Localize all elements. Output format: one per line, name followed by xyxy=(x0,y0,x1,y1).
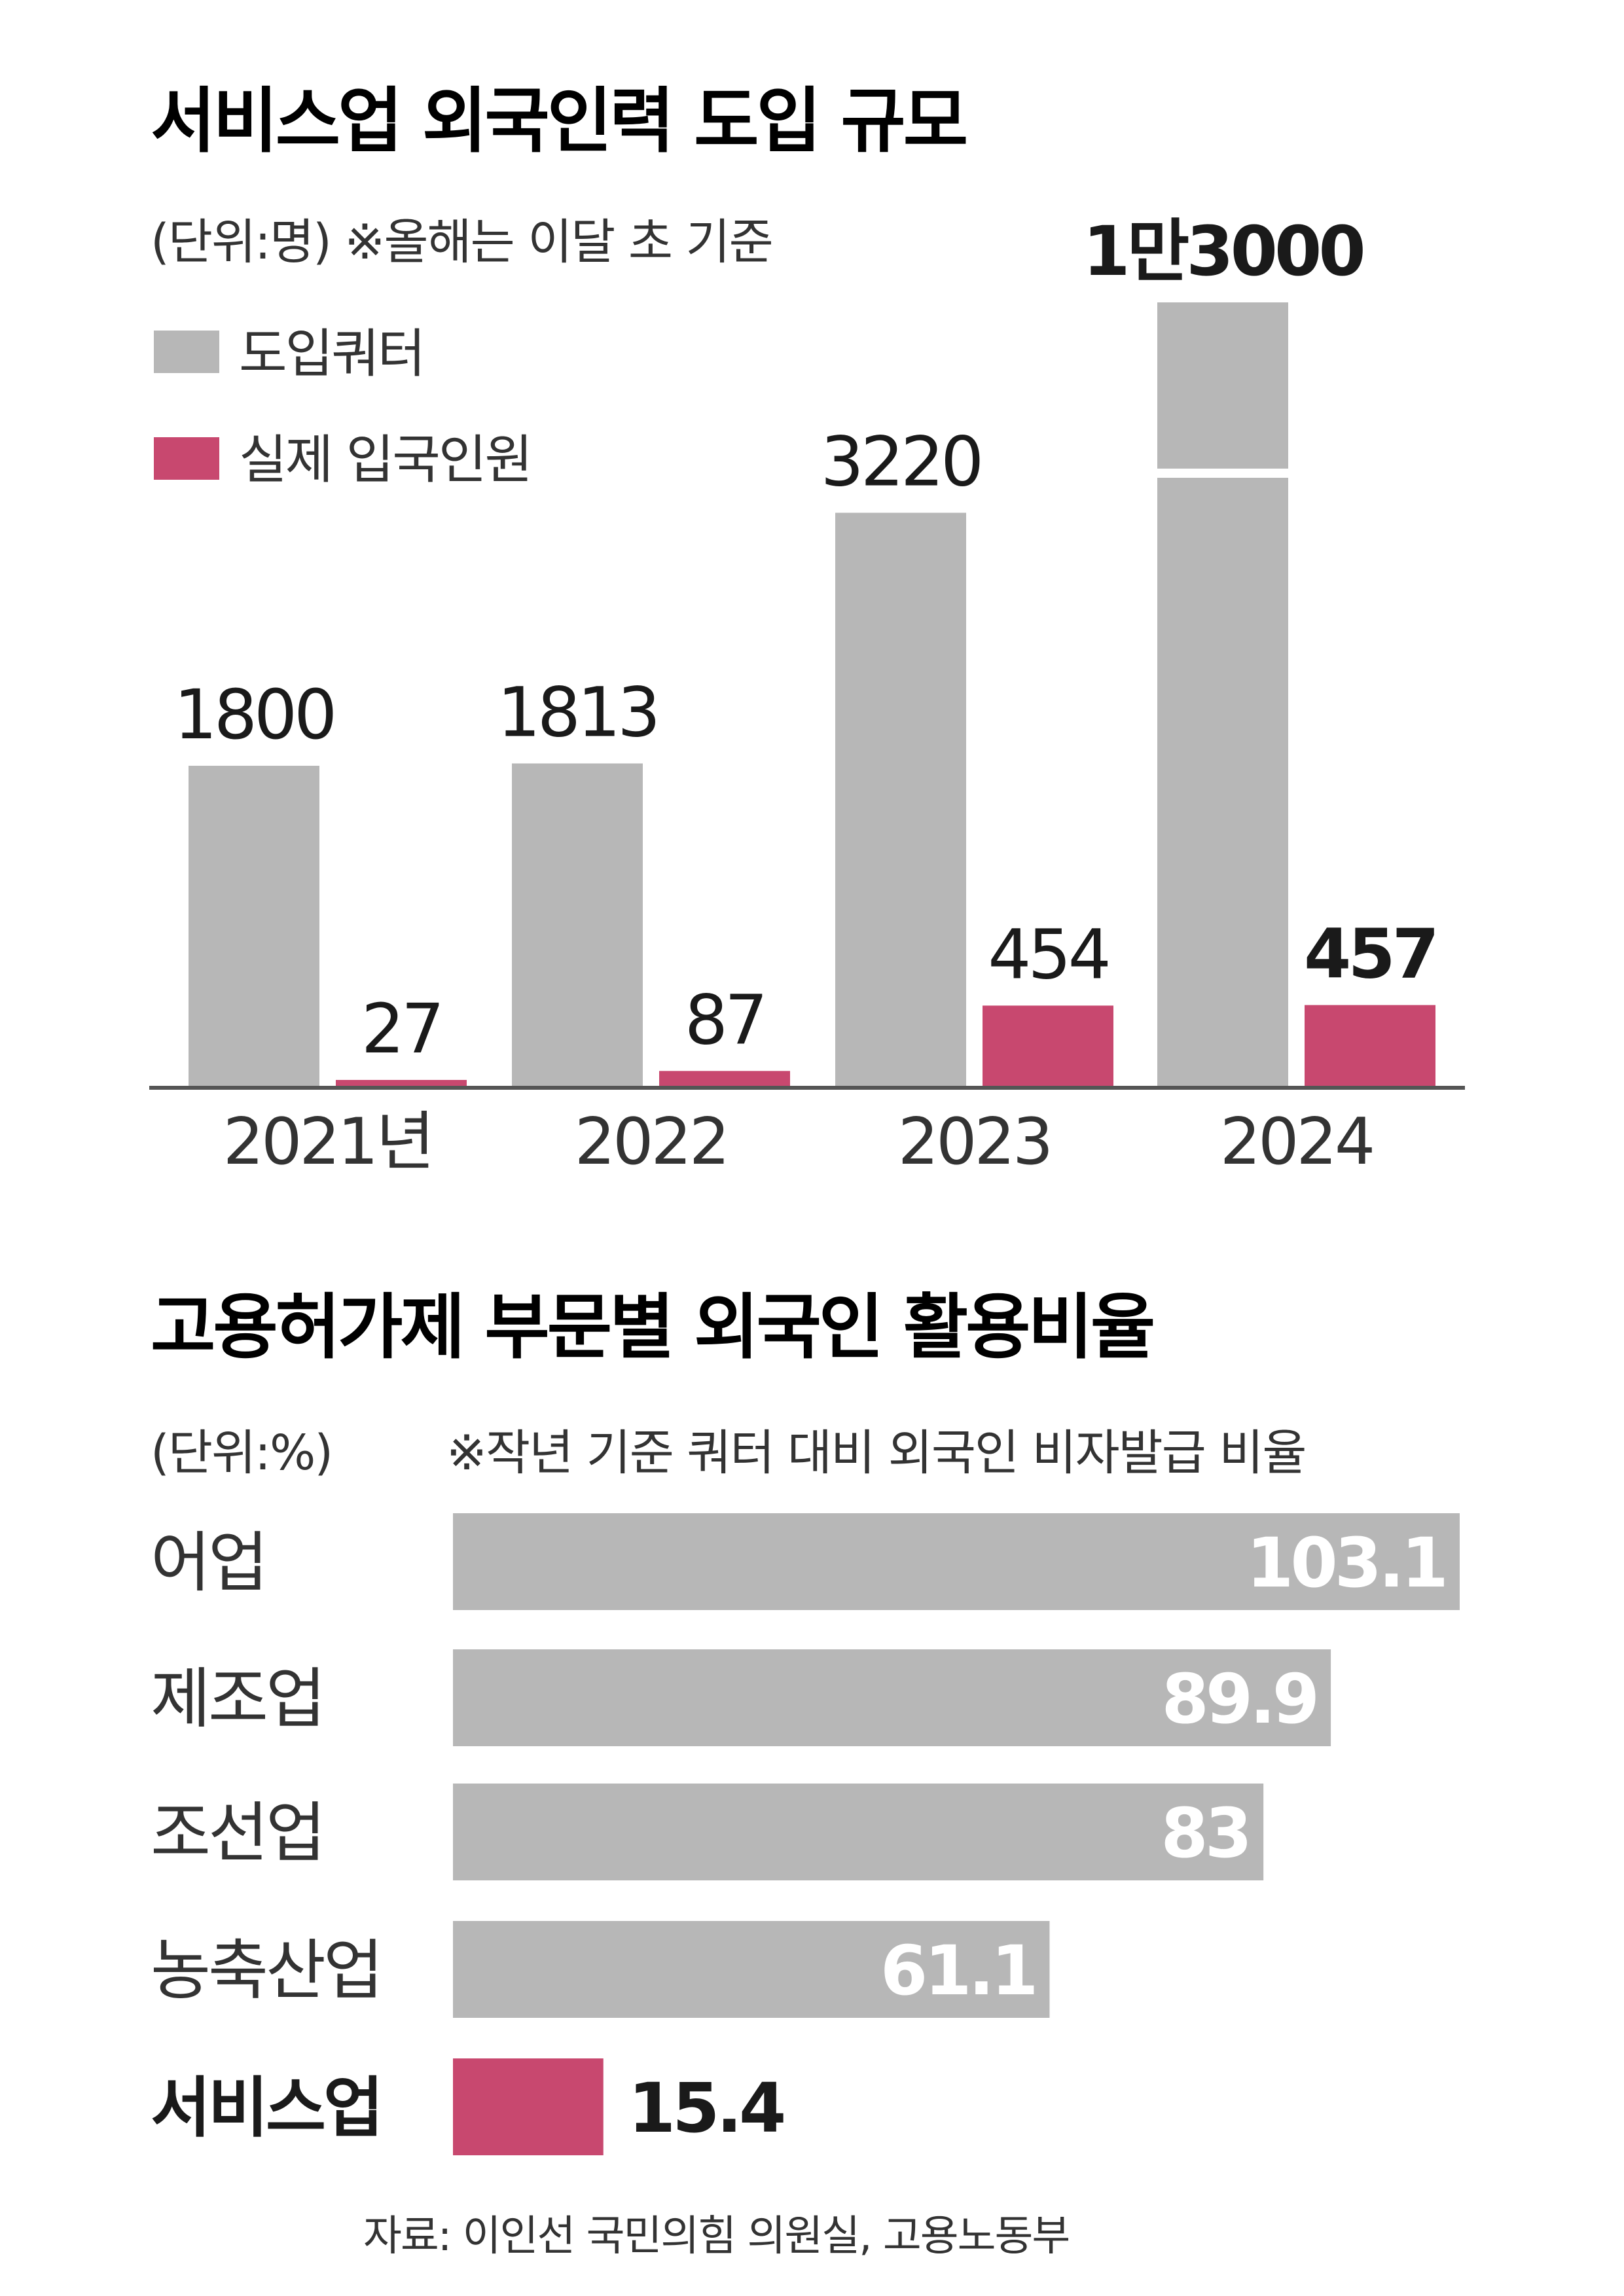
label-quota-2021: 1800 xyxy=(174,675,334,755)
x-tick-2024: 2024 xyxy=(1220,1105,1373,1179)
value-label-1: 89.9 xyxy=(1161,1659,1316,1739)
label-actual-2021: 27 xyxy=(361,989,441,1069)
bottom-chart-title: 고용허가제 부문별 외국인 활용비율 xyxy=(151,1287,1153,1369)
axis-break-mark-2024 xyxy=(1155,469,1291,478)
label-actual-2022: 87 xyxy=(685,980,765,1060)
category-label-2: 조선업 xyxy=(151,1795,323,1871)
bar-actual-2021 xyxy=(336,1080,467,1086)
category-label-0: 어업 xyxy=(151,1524,266,1601)
label-actual-2024: 457 xyxy=(1304,914,1436,994)
source-note: 자료: 이인선 국민의힘 의원실, 고용노동부 xyxy=(363,2212,1069,2261)
bar-quota-2023 xyxy=(835,512,966,1086)
bar-quota-2022 xyxy=(512,763,643,1086)
label-quota-2023: 3220 xyxy=(821,422,981,501)
top-chart-bars: 1800 27 2021년 1813 87 2022 3220 454 2023 1만3000 45… xyxy=(174,211,1439,1179)
legend-swatch-actual xyxy=(154,437,219,480)
category-label-3: 농축산업 xyxy=(151,1932,381,2009)
legend-swatch-quota xyxy=(154,331,219,373)
bar-actual-2023 xyxy=(983,1005,1113,1086)
value-label-3: 61.1 xyxy=(880,1931,1036,2011)
bar-actual-2024 xyxy=(1305,1005,1435,1086)
bar-quota-2024 xyxy=(1157,302,1288,1086)
label-quota-2024: 1만3000 xyxy=(1083,211,1363,291)
bar-1 xyxy=(453,1649,1331,1746)
x-tick-2023: 2023 xyxy=(898,1105,1051,1179)
category-label-4: 서비스업 xyxy=(151,2070,381,2146)
bar-3 xyxy=(453,1921,1050,2018)
category-label-1: 제조업 xyxy=(151,1660,323,1737)
label-quota-2022: 1813 xyxy=(497,672,658,752)
bar-2 xyxy=(453,1784,1264,1880)
label-actual-2023: 454 xyxy=(988,914,1108,994)
bar-0 xyxy=(453,1513,1460,1610)
top-chart-unit-note: (단위:명) ※올해는 이달 초 기준 xyxy=(151,214,772,270)
x-tick-2021: 2021년 xyxy=(223,1105,433,1179)
bottom-chart-unit: (단위:%) xyxy=(151,1425,332,1481)
value-label-0: 103.1 xyxy=(1246,1523,1445,1603)
bottom-chart-note: ※작년 기준 쿼터 대비 외국인 비자발급 비율 xyxy=(446,1425,1306,1481)
legend-label-actual: 실제 입국인원 xyxy=(239,429,531,490)
bar-actual-2022 xyxy=(659,1071,790,1086)
value-label-4: 15.4 xyxy=(628,2068,784,2148)
top-chart-title: 서비스업 외국인력 도입 규모 xyxy=(151,81,966,162)
bar-quota-2021 xyxy=(189,766,319,1086)
bottom-chart-bars: 어업 103.1 제조업 89.9 조선업 83 농축산업 61.1 서비스업 15.4 xyxy=(151,1513,1460,2155)
legend-label-quota: 도입쿼터 xyxy=(239,323,424,384)
bar-4 xyxy=(453,2058,604,2155)
x-tick-2022: 2022 xyxy=(575,1105,727,1179)
value-label-2: 83 xyxy=(1161,1793,1249,1873)
